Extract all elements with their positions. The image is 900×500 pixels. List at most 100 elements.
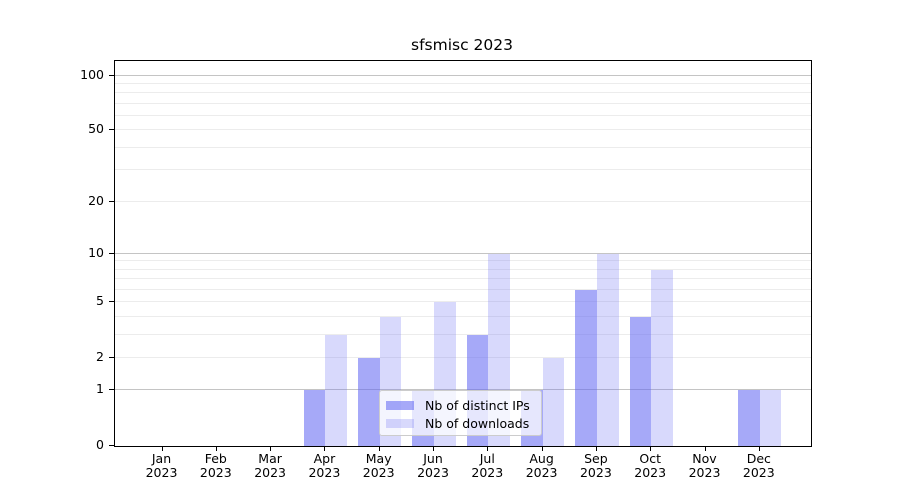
x-tick-month: Jan — [151, 451, 172, 466]
gridline-minor-70 — [115, 102, 811, 104]
gridline-minor-4 — [115, 315, 811, 317]
x-tick-label-jan: Jan 2023 — [127, 452, 197, 479]
bar-downloads-dec — [759, 390, 782, 446]
bar-distinct-ips-oct — [629, 316, 652, 446]
x-tick-month: Sep — [584, 451, 608, 466]
gridline-minor-5 — [115, 301, 811, 303]
y-tick-mark-20 — [109, 200, 114, 202]
x-tick-year: 2023 — [525, 464, 558, 480]
y-tick-label-20: 20 — [88, 192, 104, 208]
bar-distinct-ips-sep — [575, 289, 597, 446]
x-tick-mark-jul — [487, 446, 489, 451]
gridline-minor-8 — [115, 268, 811, 270]
x-tick-mark-apr — [324, 446, 326, 451]
legend-item-distinct-ips: Nb of distinct IPs — [386, 396, 541, 414]
legend: Nb of distinct IPs Nb of downloads — [379, 390, 542, 436]
y-tick-label-10: 10 — [88, 244, 104, 260]
y-tick-mark-50 — [109, 129, 114, 131]
bar-downloads-oct — [651, 269, 673, 446]
x-tick-label-aug: Aug 2023 — [507, 452, 577, 479]
x-tick-year: 2023 — [145, 464, 178, 480]
y-tick-mark-0 — [109, 445, 114, 446]
x-tick-month: Oct — [639, 451, 661, 466]
gridline-minor-50 — [115, 129, 811, 131]
x-tick-year: 2023 — [362, 464, 395, 480]
x-tick-month: Mar — [258, 451, 282, 466]
gridline-minor-3 — [115, 333, 811, 335]
x-tick-year: 2023 — [254, 464, 286, 480]
gridline-minor-2 — [115, 356, 811, 358]
x-tick-label-nov: Nov 2023 — [670, 452, 740, 479]
gridline-minor-40 — [115, 146, 811, 148]
x-tick-year: 2023 — [688, 464, 721, 480]
legend-label-distinct-ips: Nb of distinct IPs — [425, 397, 530, 413]
x-tick-label-dec: Dec 2023 — [724, 452, 794, 479]
gridline-minor-9 — [115, 260, 811, 262]
y-tick-label-50: 50 — [88, 121, 104, 137]
gridline-minor-6 — [115, 288, 811, 290]
x-tick-label-jul: Jul 2023 — [452, 452, 522, 479]
x-tick-month: Nov — [692, 451, 717, 466]
y-tick-label-2: 2 — [96, 348, 104, 364]
bar-downloads-sep — [596, 253, 619, 446]
legend-swatch-downloads — [386, 418, 414, 428]
y-tick-mark-5 — [109, 301, 114, 303]
y-tick-label-100: 100 — [80, 66, 104, 82]
x-tick-month: Feb — [204, 451, 227, 466]
gridline-minor-7 — [115, 278, 811, 280]
gridline-minor-90 — [115, 82, 811, 84]
x-tick-mark-oct — [650, 446, 652, 451]
gridline-minor-60 — [115, 114, 811, 116]
x-tick-label-sep: Sep 2023 — [561, 452, 631, 479]
x-tick-label-may: May 2023 — [344, 452, 414, 479]
y-tick-mark-100 — [109, 74, 114, 76]
x-tick-mark-aug — [541, 446, 543, 451]
x-tick-year: 2023 — [634, 464, 667, 480]
x-tick-month: Dec — [746, 451, 771, 466]
bar-downloads-aug — [542, 357, 565, 446]
bar-distinct-ips-dec — [738, 390, 760, 446]
y-tick-label-0: 0 — [96, 437, 104, 452]
x-tick-mark-feb — [215, 446, 217, 451]
gridline-major-10 — [115, 252, 811, 254]
gridline-major-100 — [115, 74, 811, 76]
x-tick-label-oct: Oct 2023 — [615, 452, 685, 479]
x-tick-mark-jan — [161, 446, 163, 451]
x-tick-year: 2023 — [199, 464, 232, 480]
x-tick-year: 2023 — [471, 464, 504, 480]
y-tick-label-1: 1 — [96, 381, 104, 397]
x-tick-month: Jun — [423, 451, 443, 466]
x-tick-mark-sep — [595, 446, 597, 451]
x-tick-month: Jul — [479, 451, 495, 466]
x-tick-mark-mar — [270, 446, 272, 451]
x-tick-year: 2023 — [308, 464, 341, 480]
bar-distinct-ips-may — [358, 357, 380, 446]
x-tick-month: Aug — [529, 451, 554, 466]
x-tick-label-mar: Mar 2023 — [235, 452, 305, 479]
y-tick-mark-10 — [109, 252, 114, 254]
y-tick-mark-1 — [109, 389, 114, 391]
plot-area: Nb of distinct IPs Nb of downloads — [114, 60, 812, 447]
x-tick-label-jun: Jun 2023 — [398, 452, 468, 479]
legend-swatch-distinct-ips — [386, 400, 414, 410]
gridline-minor-30 — [115, 169, 811, 171]
legend-item-downloads: Nb of downloads — [386, 414, 541, 432]
x-tick-label-feb: Feb 2023 — [181, 452, 251, 479]
x-tick-label-apr: Apr 2023 — [289, 452, 359, 479]
x-tick-year: 2023 — [579, 464, 612, 480]
x-tick-year: 2023 — [742, 464, 775, 480]
gridline-minor-80 — [115, 92, 811, 94]
x-tick-year: 2023 — [417, 464, 449, 480]
chart-title: sfsmisc 2023 — [411, 36, 513, 54]
x-tick-mark-jun — [433, 446, 434, 451]
gridline-minor-20 — [115, 200, 811, 202]
bar-downloads-apr — [325, 334, 348, 446]
x-tick-mark-nov — [704, 446, 706, 451]
legend-label-downloads: Nb of downloads — [425, 415, 530, 431]
x-tick-mark-dec — [758, 446, 760, 451]
bar-distinct-ips-apr — [303, 390, 326, 446]
y-tick-mark-2 — [109, 356, 114, 358]
x-tick-month: May — [365, 451, 392, 466]
gridline-major-1 — [115, 389, 811, 391]
